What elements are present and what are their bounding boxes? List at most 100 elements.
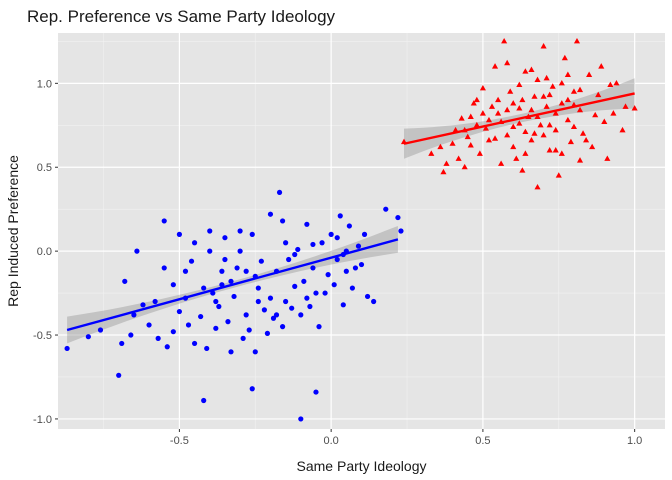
data-point-circle <box>201 285 207 291</box>
data-point-circle <box>207 248 213 254</box>
data-point-circle <box>97 327 104 333</box>
data-point-triangle <box>576 86 584 93</box>
data-point-circle <box>237 228 243 234</box>
data-point-triangle <box>528 136 535 143</box>
data-point-triangle <box>516 81 523 88</box>
data-point-circle <box>364 293 371 300</box>
data-point-triangle <box>458 115 465 121</box>
data-point-circle <box>161 218 167 224</box>
data-point-circle <box>219 268 225 274</box>
data-point-triangle <box>534 183 541 190</box>
data-point-triangle <box>552 126 559 133</box>
data-point-triangle <box>543 103 550 109</box>
data-point-triangle <box>601 118 608 124</box>
data-point-circle <box>210 290 216 296</box>
data-point-circle <box>176 231 182 237</box>
data-point-circle <box>222 256 228 263</box>
y-tick-label: 1.0 <box>37 78 52 90</box>
data-point-triangle <box>564 116 571 123</box>
data-point-triangle <box>558 100 565 106</box>
data-point-triangle <box>464 133 471 140</box>
trend-line-2 <box>403 92 635 145</box>
data-point-circle <box>276 189 283 196</box>
data-points <box>64 37 638 422</box>
data-point-circle <box>310 265 316 271</box>
data-point-circle <box>301 278 307 284</box>
data-point-triangle <box>592 111 599 118</box>
data-point-triangle <box>540 93 547 99</box>
data-point-circle <box>225 319 231 325</box>
data-point-circle <box>279 218 286 224</box>
data-point-triangle <box>531 130 538 136</box>
data-point-triangle <box>516 105 523 111</box>
data-point-triangle <box>485 136 493 143</box>
data-point-triangle <box>534 113 541 119</box>
data-point-triangle <box>504 59 511 66</box>
data-point-circle <box>398 228 404 234</box>
data-point-triangle <box>443 160 450 166</box>
data-point-circle <box>383 206 389 212</box>
data-point-circle <box>243 312 249 318</box>
data-point-circle <box>307 303 313 310</box>
data-point-triangle <box>485 116 493 123</box>
data-point-triangle <box>558 79 565 86</box>
data-point-circle <box>270 315 277 321</box>
data-point-circle <box>316 324 322 330</box>
data-point-circle <box>310 241 316 248</box>
data-point-triangle <box>491 135 499 141</box>
data-point-circle <box>249 231 255 237</box>
data-point-triangle <box>537 121 544 128</box>
data-point-circle <box>213 325 219 331</box>
data-point-circle <box>131 312 137 318</box>
data-point-triangle <box>501 37 508 44</box>
data-point-circle <box>334 256 340 263</box>
data-point-circle <box>228 349 234 355</box>
data-point-circle <box>240 335 246 341</box>
data-point-triangle <box>479 84 486 91</box>
data-point-triangle <box>610 110 617 116</box>
data-point-triangle <box>552 110 559 116</box>
data-point-triangle <box>488 103 496 109</box>
trend-lines <box>66 92 635 332</box>
data-point-circle <box>328 231 334 237</box>
data-point-triangle <box>498 160 505 166</box>
data-point-circle <box>298 312 304 318</box>
data-point-circle <box>188 258 195 264</box>
data-point-circle <box>355 243 362 249</box>
x-tick-label: -0.5 <box>170 435 189 447</box>
data-point-circle <box>313 290 319 296</box>
data-point-circle <box>185 322 192 328</box>
data-point-triangle <box>516 120 523 126</box>
data-point-triangle <box>564 71 571 77</box>
data-point-circle <box>295 246 301 253</box>
data-point-triangle <box>473 121 480 128</box>
data-point-circle <box>279 324 286 330</box>
data-point-circle <box>170 282 176 288</box>
y-tick-label: 0.5 <box>37 162 52 174</box>
data-point-circle <box>361 231 368 237</box>
data-point-circle <box>191 240 198 246</box>
data-point-triangle <box>579 130 587 136</box>
data-point-circle <box>292 251 298 258</box>
data-point-circle <box>346 223 352 229</box>
data-point-triangle <box>455 155 462 161</box>
y-tick-label: 0.0 <box>37 246 52 258</box>
data-point-triangle <box>573 37 581 44</box>
data-point-triangle <box>546 91 553 98</box>
data-point-triangle <box>586 71 593 77</box>
data-point-circle <box>264 330 271 336</box>
data-point-circle <box>198 313 204 320</box>
data-point-circle <box>286 256 292 263</box>
data-point-triangle <box>570 88 578 94</box>
data-point-circle <box>289 305 295 311</box>
data-point-triangle <box>552 147 559 153</box>
data-point-circle <box>255 298 261 305</box>
data-point-circle <box>304 221 310 227</box>
data-point-circle <box>182 268 189 274</box>
data-point-triangle <box>440 168 447 175</box>
data-point-circle <box>85 334 91 340</box>
data-point-triangle <box>570 123 578 130</box>
data-point-triangle <box>482 125 489 131</box>
data-point-triangle <box>479 110 486 116</box>
data-point-triangle <box>449 140 456 146</box>
